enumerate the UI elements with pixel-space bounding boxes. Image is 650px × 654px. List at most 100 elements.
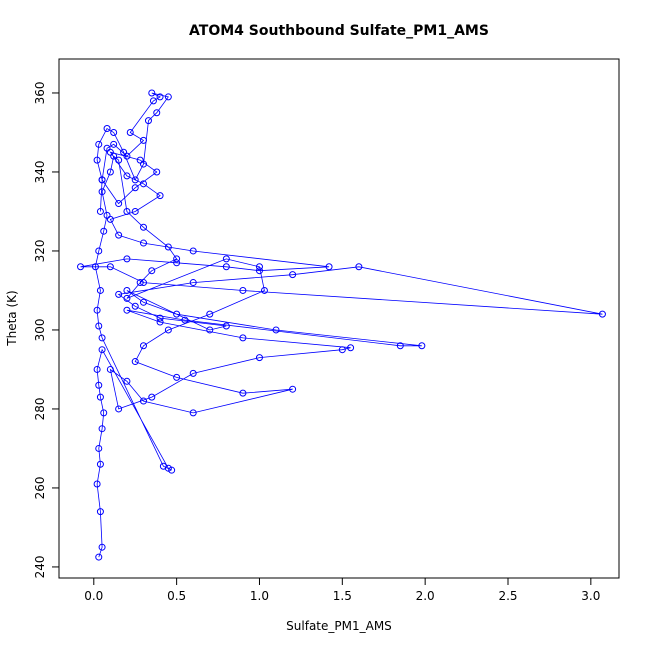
data-point [96,508,104,516]
data-point [103,125,111,133]
y-tick-label: 300 [33,319,47,342]
data-point [156,318,164,326]
data-point [347,344,355,352]
data-point [139,180,147,188]
data-point [173,373,181,381]
data-point [149,97,157,105]
y-tick-label: 260 [33,476,47,499]
data-point [106,168,114,176]
data-point [93,365,101,373]
data-point [95,322,103,330]
y-tick-label: 240 [33,555,47,578]
data-point [355,263,363,271]
data-point [110,128,118,136]
x-tick-label: 2.0 [416,589,435,603]
data-point [260,286,268,294]
data-point [115,405,123,413]
data-point [91,263,99,271]
data-point [96,393,104,401]
data-point [93,156,101,164]
data-point [106,365,114,373]
data-point [173,310,181,318]
data-point [126,128,134,136]
data-point [131,358,139,366]
data-point [95,381,103,389]
data-point [123,294,131,302]
data-point [98,346,106,354]
data-point [139,298,147,306]
data-point [106,263,114,271]
x-tick-label: 1.0 [250,589,269,603]
data-point [136,279,144,287]
data-point [148,267,156,275]
data-point [139,223,147,231]
data-point [189,409,197,417]
data-point [96,286,104,294]
data-point [255,267,263,275]
y-tick-label: 360 [33,82,47,105]
data-point [123,306,131,314]
data-point [123,286,131,294]
y-tick-label: 340 [33,161,47,184]
data-point [77,263,85,271]
x-tick-label: 0.0 [84,589,103,603]
data-point [139,397,147,405]
data-point [181,316,189,324]
data-point [189,369,197,377]
data-point [239,286,247,294]
y-tick-label: 280 [33,397,47,420]
data-point [396,342,404,350]
data-point [139,160,147,168]
data-point [115,200,123,208]
data-point [120,148,128,156]
data-point [95,553,103,561]
data-point [289,385,297,393]
data-point [115,156,123,164]
x-tick-label: 0.5 [167,589,186,603]
data-point [148,89,156,97]
y-tick-label: 320 [33,240,47,263]
data-point [168,466,176,474]
data-point [173,255,181,263]
data-point [255,263,263,271]
data-point [418,342,426,350]
data-point [156,314,164,322]
data-point [131,184,139,192]
x-tick-label: 3.0 [581,589,600,603]
data-point [164,93,172,101]
data-point [131,207,139,215]
x-tick-label: 2.5 [498,589,517,603]
data-point [272,326,280,334]
plot-box [58,58,620,579]
y-axis-label: Theta (K) [5,290,19,346]
data-point [153,168,161,176]
data-point [96,460,104,468]
data-point [95,247,103,255]
data-point [110,140,118,148]
data-point [222,322,230,330]
data-point [131,176,139,184]
x-tick-label: 1.5 [333,589,352,603]
data-point [159,462,167,470]
data-point [106,215,114,223]
data-point [98,334,106,342]
data-point [123,377,131,385]
data-point [156,93,164,101]
data-point [103,144,111,152]
data-point [206,310,214,318]
data-point [222,255,230,263]
data-point [95,140,103,148]
data-point [123,207,131,215]
data-point [148,393,156,401]
data-point [239,389,247,397]
data-point [123,172,131,180]
data-point [98,176,106,184]
data-point [189,247,197,255]
data-point [189,279,197,287]
data-point [338,346,346,354]
data-point [98,543,106,551]
data-point [93,306,101,314]
data-point [93,480,101,488]
data-point [115,231,123,239]
